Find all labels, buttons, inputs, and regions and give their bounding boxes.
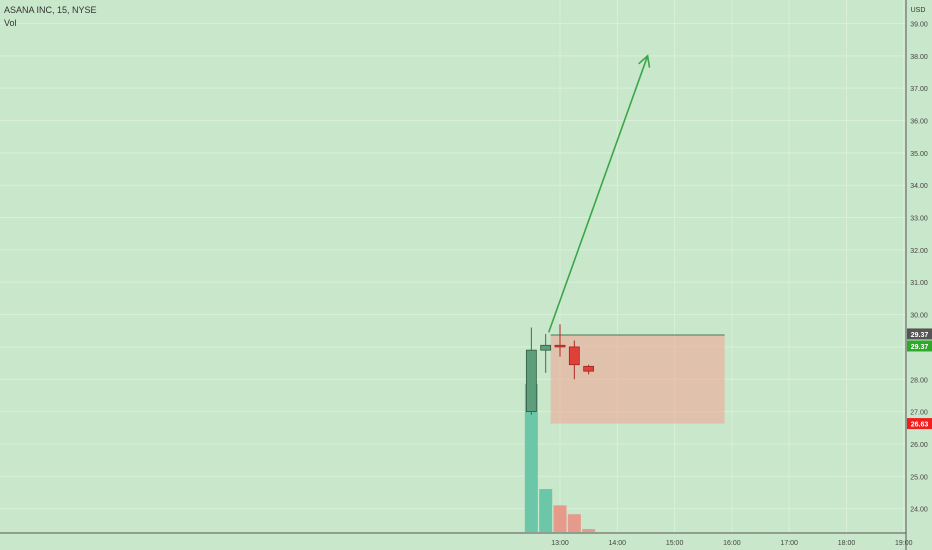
symbol-title[interactable]: ASANA INC, 15, NYSE [4,5,97,15]
price-tick-label: 31.00 [910,280,928,287]
price-tick-label: 28.00 [910,377,928,384]
price-tick-label: 26.00 [910,442,928,449]
price-tick-label: 36.00 [910,119,928,126]
price-badge-label: 26.63 [911,422,929,429]
price-tick-label: 34.00 [910,183,928,190]
time-tick-label: 18:00 [838,540,856,547]
time-tick-label: 14:00 [609,540,627,547]
price-tick-label: 24.00 [910,507,928,514]
price-tick-label: 30.00 [910,313,928,320]
candle-body [540,344,552,351]
price-badge-low [907,418,932,430]
volume-bar [524,384,538,532]
volume-bar [582,529,596,532]
time-tick-label: 16:00 [723,540,741,547]
price-badge-label: 29.37 [911,332,929,339]
trend-arrow-line [547,55,649,333]
price-tick-label: 35.00 [910,151,928,158]
price-tick-label: 39.00 [910,21,928,28]
price-tick-label: 37.00 [910,86,928,93]
trend-arrow-head [638,54,651,68]
price-tick-label: 38.00 [910,54,928,61]
candle-body [525,349,537,413]
time-tick-label: 13:00 [551,540,569,547]
price-tick-label: 32.00 [910,248,928,255]
candle-body [568,346,580,366]
price-badge-last [907,340,932,352]
candle-body [583,365,595,372]
price-badge-label: 29.37 [911,344,929,351]
price-tick-label: 25.00 [910,474,928,481]
chart-legend: ASANA INC, 15, NYSE Vol [4,4,97,30]
price-tick-label: 33.00 [910,216,928,223]
currency-label: USD [911,7,926,14]
volume-bar [567,514,581,532]
price-tick-label: 27.00 [910,410,928,417]
time-tick-label: 15:00 [666,540,684,547]
volume-bar [553,505,567,532]
volume-bar [539,489,553,532]
time-tick-label: 17:00 [780,540,798,547]
price-badge-top [907,328,932,340]
volume-indicator-label[interactable]: Vol [4,18,17,28]
time-tick-label: 19:00 [895,540,913,547]
candle-body [554,344,566,348]
